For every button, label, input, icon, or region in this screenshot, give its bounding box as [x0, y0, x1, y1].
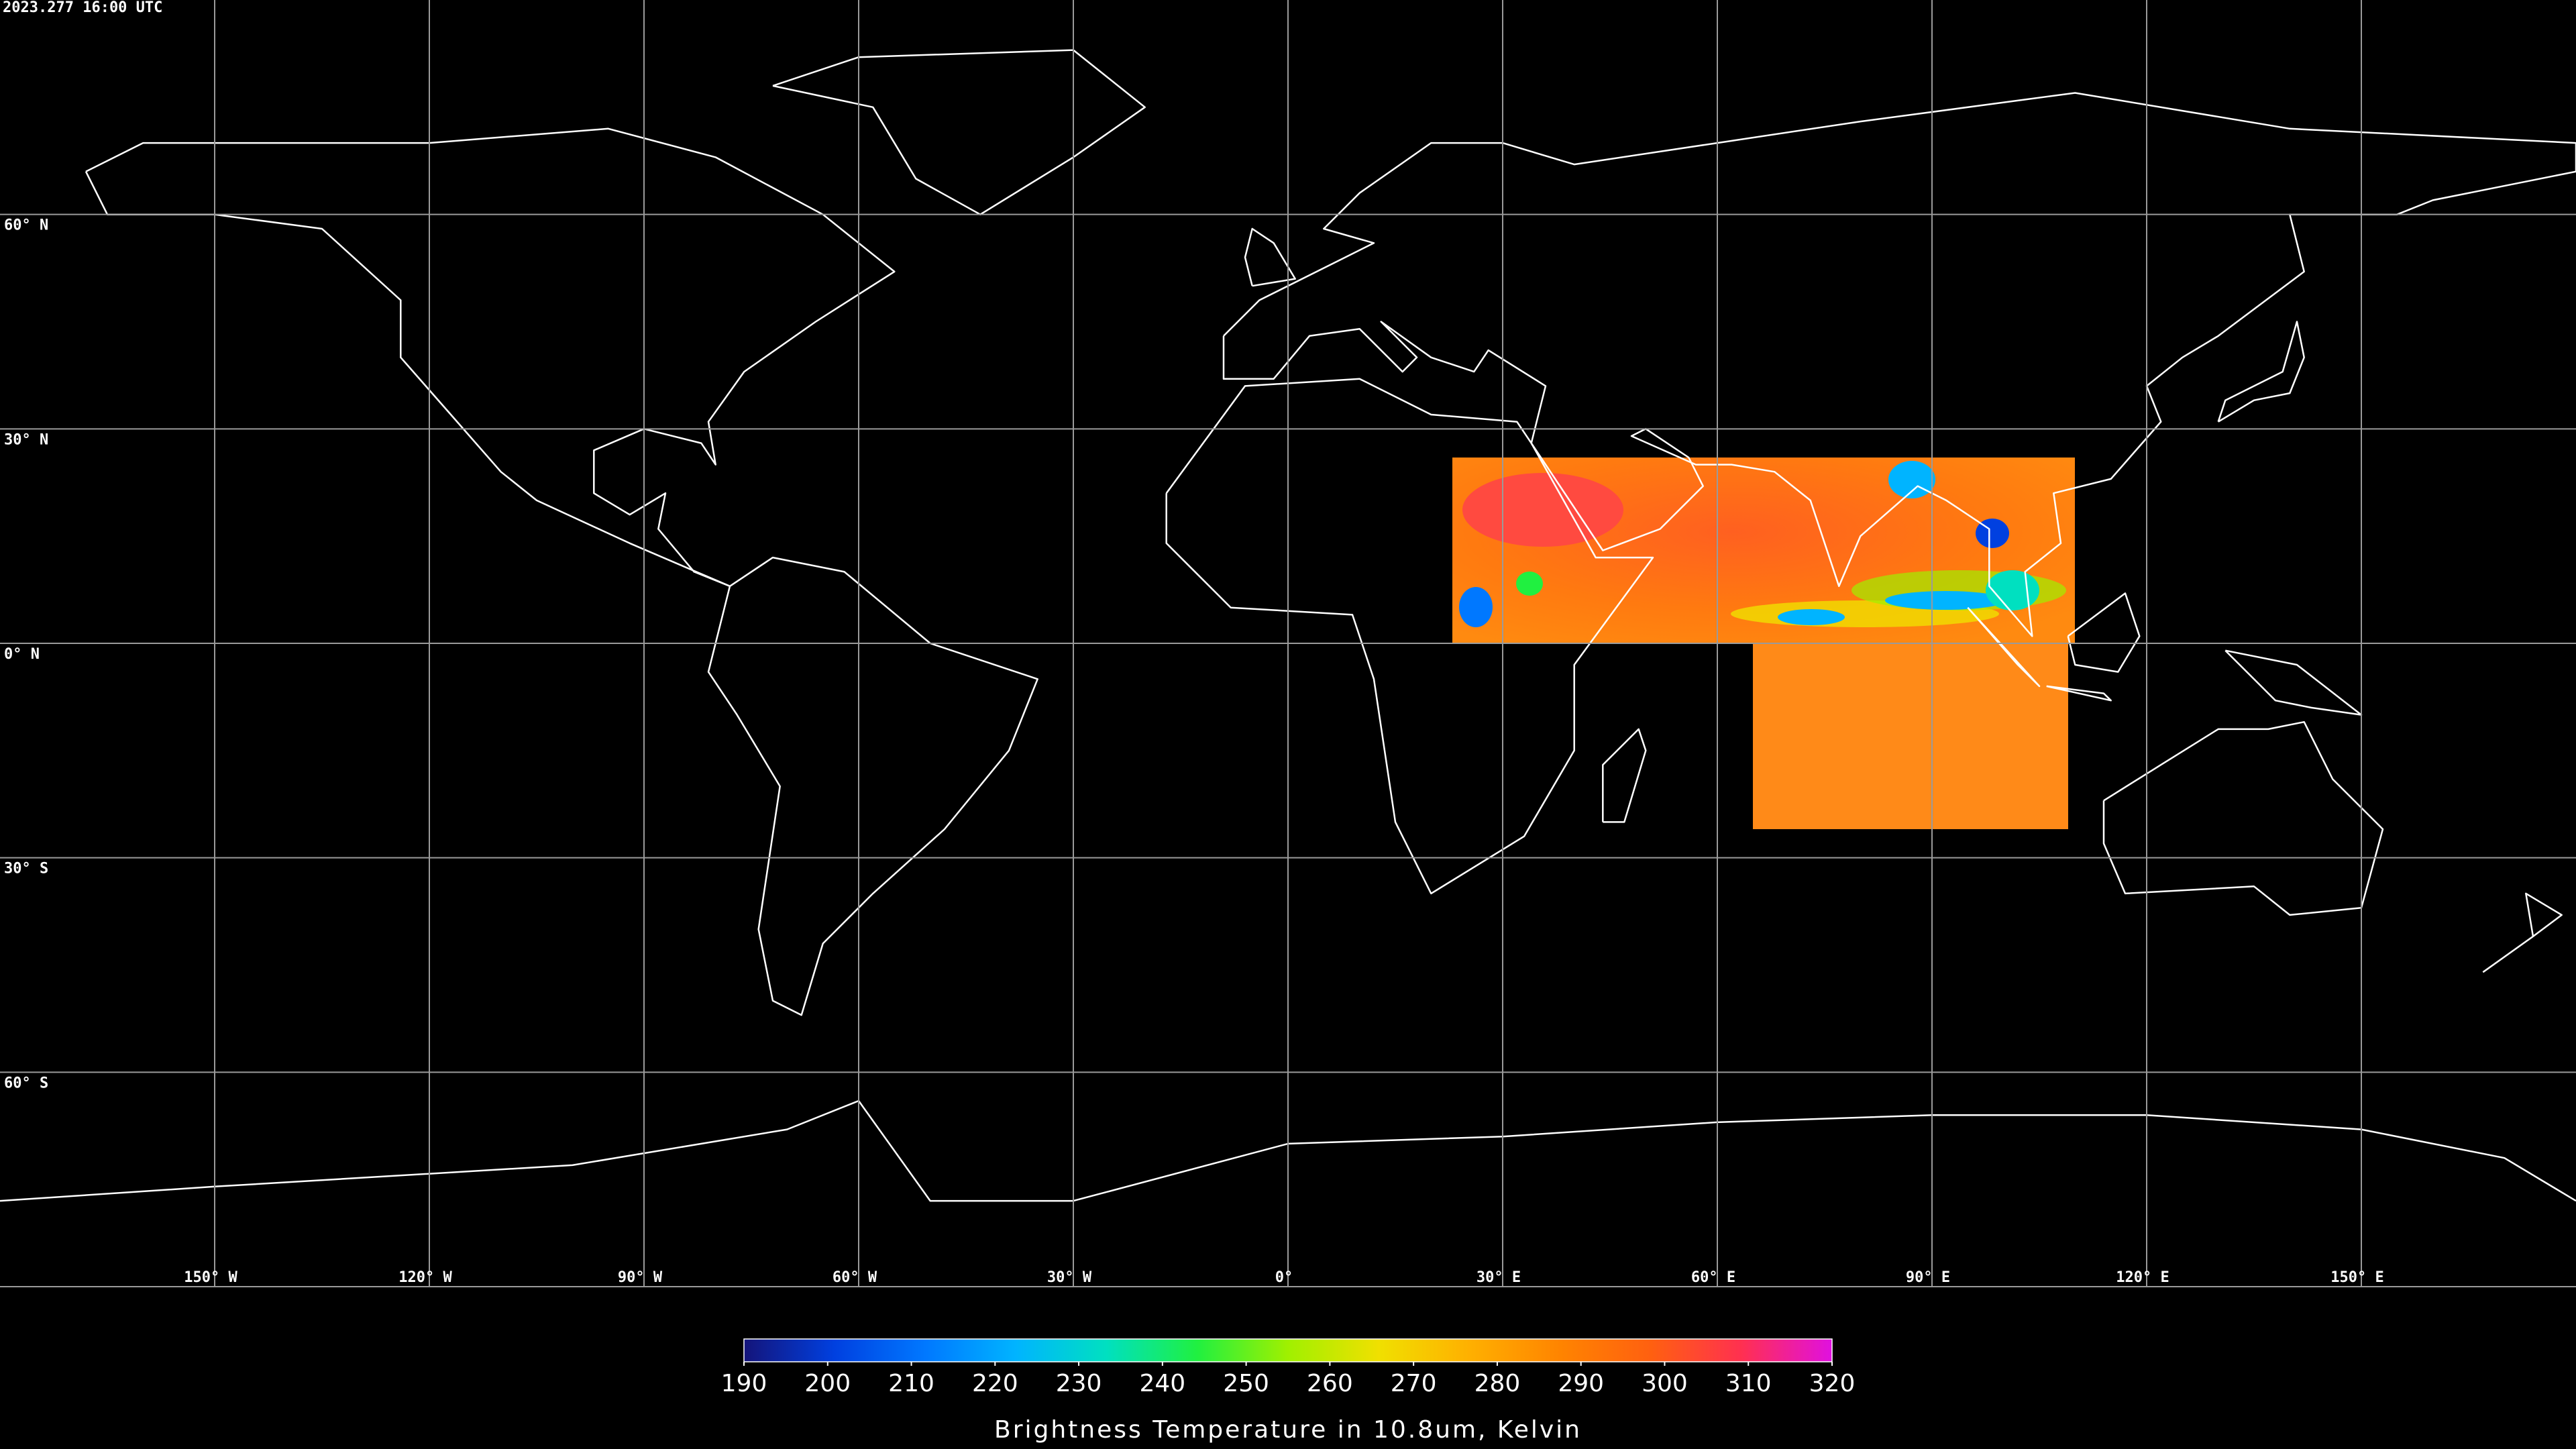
latitude-label: 60° N	[4, 217, 48, 234]
colorbar-label: Brightness Temperature in 10.8um, Kelvin	[994, 1416, 1582, 1444]
colorbar-tick-label: 280	[1474, 1370, 1521, 1397]
colorbar-tick-label: 200	[804, 1370, 851, 1397]
coastline	[2217, 321, 2305, 423]
cold-cloud	[1885, 591, 2006, 610]
latitude-label: 30° N	[4, 431, 48, 448]
longitude-label: 120° E	[2116, 1269, 2169, 1286]
latitude-label: 0° N	[4, 646, 40, 663]
latitude-label: 30° S	[4, 861, 48, 877]
colorbar-tick-label: 190	[721, 1370, 767, 1397]
colorbar: 190 200 210 220 230 240 250 260 270 280 290 300 310 3…	[721, 1338, 1856, 1397]
latitude-label: 60° S	[4, 1075, 48, 1091]
coastline	[85, 127, 896, 588]
coastline	[1967, 606, 2041, 688]
coastline	[1602, 728, 1647, 823]
colorbar-tick-label: 320	[1809, 1370, 1856, 1397]
longitude-label: 60° E	[1691, 1269, 1735, 1286]
colorbar-tick-label: 300	[1642, 1370, 1688, 1397]
colorbar-tick-label: 270	[1391, 1370, 1437, 1397]
coastline	[2102, 720, 2384, 916]
coastline	[2224, 649, 2363, 716]
colorbar-tick-label: 260	[1307, 1370, 1353, 1397]
cold-cloud	[1888, 461, 1935, 498]
cold-cloud	[1516, 572, 1543, 596]
colorbar-gradient	[743, 1338, 1833, 1362]
cold-cloud	[1459, 587, 1493, 627]
coastline	[2046, 685, 2112, 702]
colorbar-tick-label: 210	[888, 1370, 934, 1397]
longitude-label: 120° W	[398, 1269, 452, 1286]
longitude-label: 150° E	[2330, 1269, 2383, 1286]
colorbar-tick-label: 290	[1558, 1370, 1604, 1397]
graticule: 60° N 30° N 0° N 30° S 60° S 150° W 120° W 90° …	[0, 0, 2576, 1287]
longitude-label: 30° W	[1047, 1269, 1092, 1286]
coastline	[707, 556, 1038, 1016]
longitude-label: 90° W	[618, 1269, 663, 1286]
satellite-swath-south	[1753, 643, 2068, 829]
timestamp: 2023.277 16:00 UTC	[3, 0, 162, 16]
hot-area	[1462, 473, 1623, 547]
colorbar-tick-label: 240	[1139, 1370, 1185, 1397]
colorbar-tick-label: 310	[1725, 1370, 1772, 1397]
longitude-label: 30° E	[1477, 1269, 1521, 1286]
longitude-label: 90° E	[1906, 1269, 1950, 1286]
longitude-label: 60° W	[833, 1269, 877, 1286]
cold-cloud	[1778, 609, 1845, 625]
longitude-label: 0°	[1275, 1269, 1293, 1286]
coastline	[1222, 92, 2576, 637]
longitude-label: 150° W	[184, 1269, 237, 1286]
colorbar-tick-label: 230	[1056, 1370, 1102, 1397]
coastline	[1165, 378, 1654, 895]
colorbar-tick-label: 250	[1223, 1370, 1269, 1397]
colorbar-tick-label: 220	[972, 1370, 1018, 1397]
coastline	[2482, 892, 2563, 973]
coastline	[2067, 592, 2141, 673]
